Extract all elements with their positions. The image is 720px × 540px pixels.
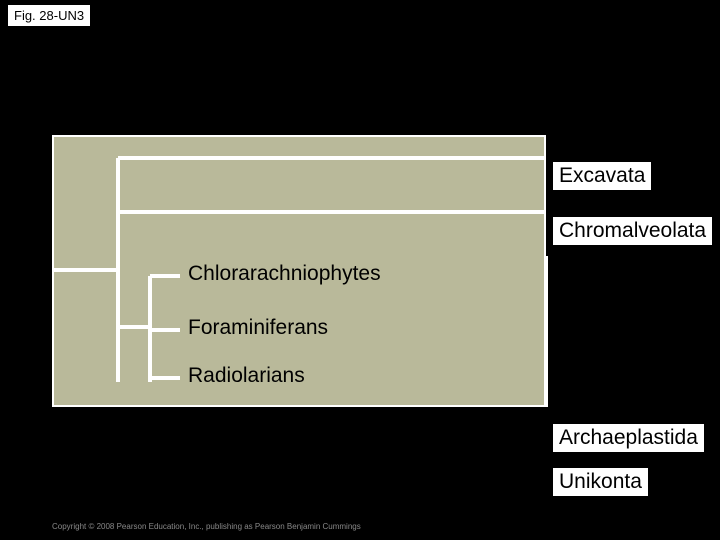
copyright-text: Copyright © 2008 Pearson Education, Inc.… — [52, 522, 361, 531]
subgroup-radiolarians: Radiolarians — [188, 364, 305, 388]
branch-line — [118, 210, 546, 214]
branch-line — [118, 156, 546, 160]
branch-line — [150, 274, 180, 278]
supergroup-unikonta: Unikonta — [553, 468, 648, 496]
branch-line — [52, 268, 84, 272]
branch-line — [84, 268, 118, 272]
supergroup-chromalveolata: Chromalveolata — [553, 217, 712, 245]
subgroup-chlorarachniophytes: Chlorarachniophytes — [188, 262, 381, 286]
supergroup-archaeplastida: Archaeplastida — [553, 424, 704, 452]
supergroup-excavata: Excavata — [553, 162, 651, 190]
branch-line — [150, 376, 180, 380]
branch-line — [544, 256, 548, 407]
branch-line — [150, 328, 180, 332]
rhizaria-label: Rhizaria — [556, 262, 580, 339]
subgroup-foraminiferans: Foraminiferans — [188, 316, 328, 340]
branch-line — [118, 325, 150, 329]
figure-label: Fig. 28-UN3 — [8, 5, 90, 26]
